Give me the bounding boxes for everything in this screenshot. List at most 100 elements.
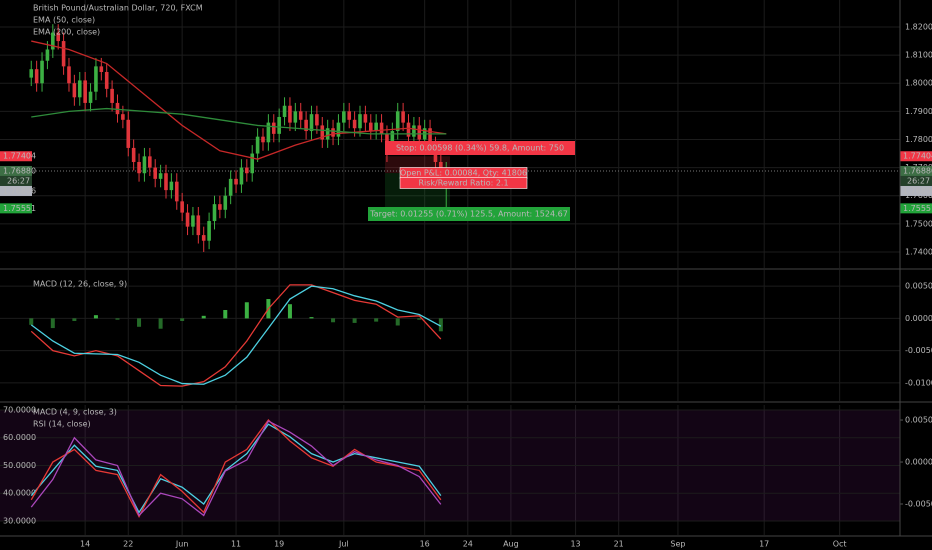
candle-body	[77, 80, 82, 98]
histogram-bar	[438, 318, 443, 332]
candle-body	[374, 122, 378, 132]
candle-body	[45, 49, 50, 61]
candle-body	[126, 119, 131, 148]
candle-body	[223, 195, 228, 210]
candle-body	[153, 167, 158, 179]
annotation-box	[399, 177, 528, 189]
price-label: 1.76880	[3, 166, 36, 175]
candle-body	[191, 215, 195, 227]
candle-body	[395, 111, 400, 132]
histogram-bar	[50, 318, 55, 329]
candle-body	[266, 122, 271, 143]
candle-body	[255, 136, 260, 154]
candle-body	[277, 116, 281, 134]
legend-entry: RSI (14, close)	[33, 420, 91, 429]
candle-body	[56, 32, 61, 42]
panel-title: MACD (4, 9, close, 3)	[33, 408, 117, 417]
price-label-bg	[0, 151, 32, 162]
candle-body	[88, 91, 93, 103]
candle-body	[201, 235, 206, 241]
line-series	[30, 419, 442, 519]
candle-body	[250, 153, 255, 174]
line-series	[30, 285, 442, 385]
candle-body	[390, 131, 395, 143]
countdown-bg	[0, 175, 32, 186]
x-tick-label: 24	[463, 540, 473, 549]
y-tick-label: -0.0050	[905, 346, 932, 355]
candle-body	[40, 60, 44, 84]
countdown: 26:27	[907, 176, 930, 185]
histogram-bar	[374, 318, 379, 322]
annotation: Stop: 0.00598 (0.34%) 59.8, Amount: 750	[396, 144, 564, 153]
candle-body	[131, 147, 136, 162]
y-tick-label: 50.0000	[3, 461, 36, 470]
candle-body	[315, 114, 319, 126]
candle-body	[104, 71, 109, 89]
candle-body	[245, 167, 249, 174]
candle-body	[29, 69, 34, 78]
y-tick-label: 70.0000	[3, 405, 36, 414]
price-label: 1.75551	[3, 204, 36, 213]
candle-body	[212, 204, 217, 222]
line-series	[30, 284, 442, 387]
candle-body	[385, 133, 389, 143]
annotation-box	[368, 207, 570, 221]
legend-entry: EMA (200, close)	[33, 28, 100, 37]
candle-body	[358, 114, 362, 129]
annotation: Target: 0.01255 (0.71%) 125.5, Amount: 1…	[369, 210, 568, 219]
histogram-bar	[93, 315, 98, 319]
histogram-bar	[287, 304, 292, 319]
candle-body	[298, 111, 303, 120]
candle-body	[94, 66, 98, 92]
x-tick-label: Sep	[670, 540, 685, 549]
price-label: 1.76806	[3, 186, 36, 195]
histogram-bar	[201, 315, 206, 319]
price-label-bg	[0, 203, 32, 214]
annotation: Risk/Reward Ratio: 2.1	[418, 179, 508, 188]
candle-body	[320, 125, 325, 140]
countdown: 26:27	[7, 176, 30, 185]
y-tick-label: 1.79000	[905, 107, 932, 116]
candle-body	[72, 83, 77, 98]
x-tick-label: 13	[570, 540, 580, 549]
candle-body	[142, 156, 147, 174]
price-label: 1.77404	[3, 152, 36, 161]
y-tick-label: 0.0050	[905, 282, 932, 291]
candle-body	[417, 125, 422, 140]
y-tick-label: 1.74000	[905, 247, 932, 256]
candle-body	[331, 128, 335, 137]
legend-entry: EMA (50, close)	[33, 16, 95, 25]
x-tick-label: 19	[274, 540, 284, 549]
x-tick-label: Oct	[833, 540, 847, 549]
candle-body	[363, 114, 368, 123]
countdown-bg	[900, 175, 932, 186]
price-label-bg	[900, 203, 932, 214]
price-label-bg	[0, 165, 32, 176]
histogram-bar	[72, 318, 77, 321]
candle-body	[61, 41, 66, 67]
x-tick-label: Jul	[338, 540, 349, 549]
candle-body	[234, 178, 238, 185]
price-label: 1.76880	[903, 166, 932, 175]
price-label-bg	[900, 185, 932, 196]
candle-body	[293, 111, 298, 123]
candle-body	[347, 111, 352, 120]
candle-body	[288, 105, 292, 123]
x-tick-label: 17	[759, 540, 769, 549]
candle-body	[164, 173, 168, 191]
candle-body	[83, 80, 87, 103]
candle-body	[304, 119, 308, 132]
candle-body	[169, 181, 174, 191]
histogram-bar	[115, 318, 120, 320]
candle-body	[180, 201, 184, 213]
histogram-bar	[395, 318, 400, 326]
y-tick-label: 0.0000	[905, 314, 932, 323]
y2-tick-label: 0.0050	[905, 416, 932, 425]
y2-tick-label: 0.0000	[905, 458, 932, 467]
candle-body	[379, 122, 384, 134]
candle-body	[121, 114, 125, 120]
candle-body	[115, 102, 120, 115]
candle-body	[137, 161, 141, 174]
